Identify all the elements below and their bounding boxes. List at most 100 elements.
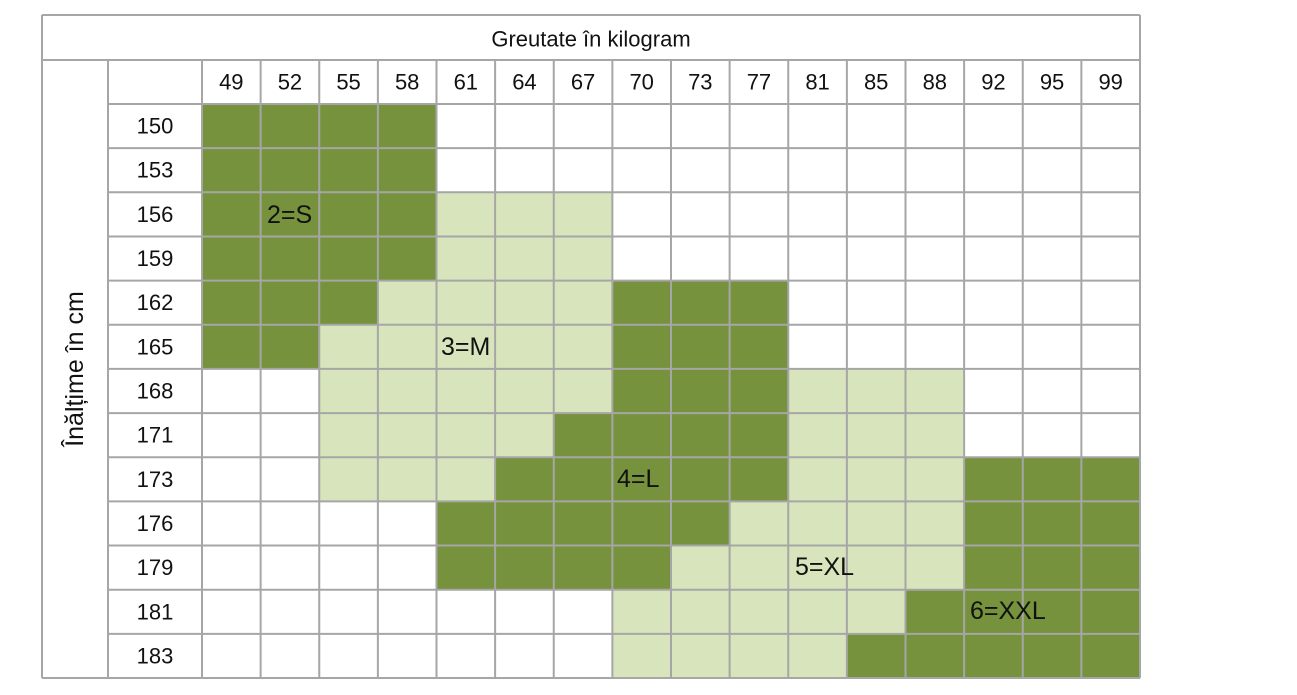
height-label: 181 (137, 599, 174, 624)
cell (671, 104, 730, 149)
cell (905, 589, 965, 634)
cell (612, 633, 671, 678)
cell (377, 236, 437, 281)
cell (612, 192, 671, 237)
weight-label: 55 (336, 70, 360, 95)
cell (846, 148, 906, 193)
cell (260, 104, 320, 149)
cell (377, 589, 437, 634)
weight-label: 64 (512, 70, 536, 95)
cell (202, 457, 261, 502)
cell (377, 104, 437, 149)
cell (846, 457, 906, 502)
cell (377, 413, 437, 458)
cell (788, 280, 847, 325)
cell (436, 104, 496, 149)
cell (1081, 324, 1140, 369)
cell (377, 633, 437, 678)
cell (1022, 545, 1082, 590)
weight-label: 77 (747, 70, 771, 95)
cell (1022, 633, 1082, 678)
cell (319, 501, 378, 546)
cell (319, 368, 378, 414)
cell (553, 413, 613, 458)
height-label: 183 (137, 643, 174, 668)
weight-label: 88 (923, 70, 947, 95)
cell (1022, 457, 1082, 502)
cell (612, 368, 671, 414)
cell (612, 545, 671, 590)
cell (846, 280, 906, 325)
cell (260, 368, 320, 414)
cell (846, 236, 906, 281)
cell (788, 413, 847, 458)
cell (964, 413, 1023, 458)
cell (377, 324, 437, 369)
cell (964, 104, 1023, 149)
cell (964, 280, 1023, 325)
cell (553, 280, 613, 325)
cell (612, 501, 671, 546)
cell (1081, 545, 1140, 590)
cell (319, 280, 378, 325)
cell (553, 148, 613, 193)
cell (1081, 104, 1140, 149)
weight-label: 99 (1098, 70, 1122, 95)
cell (671, 545, 730, 590)
cell (729, 413, 789, 458)
cell (612, 457, 671, 502)
cell (729, 148, 789, 193)
cell (202, 280, 261, 325)
cell (788, 457, 847, 502)
height-label: 162 (137, 290, 174, 315)
cell (377, 280, 437, 325)
cell (612, 413, 671, 458)
cell (964, 148, 1023, 193)
cell (964, 324, 1023, 369)
cell (1022, 368, 1082, 414)
size-label: 2=S (267, 201, 312, 229)
weight-label: 70 (629, 70, 653, 95)
cell (1081, 413, 1140, 458)
cell (1081, 236, 1140, 281)
cell (319, 192, 378, 237)
cell (729, 633, 789, 678)
cell (788, 633, 847, 678)
height-label: 176 (137, 511, 174, 536)
height-label: 179 (137, 555, 174, 580)
cell (729, 545, 789, 590)
cell (377, 457, 437, 502)
cell (846, 104, 906, 149)
cell (202, 324, 261, 369)
cell (964, 368, 1023, 414)
cell (788, 368, 847, 414)
size-label: 6=XXL (970, 597, 1046, 625)
cell (612, 148, 671, 193)
cell (202, 633, 261, 678)
cell (202, 236, 261, 281)
cell (729, 589, 789, 634)
cell (1081, 280, 1140, 325)
cell (495, 368, 554, 414)
cell (905, 104, 965, 149)
cell (905, 457, 965, 502)
cell (260, 589, 320, 634)
cell (846, 192, 906, 237)
cell (612, 236, 671, 281)
cell (671, 236, 730, 281)
cell (319, 589, 378, 634)
cell (1022, 148, 1082, 193)
height-label: 171 (137, 423, 174, 448)
grid (41, 14, 1141, 679)
cell (553, 545, 613, 590)
cell (846, 413, 906, 458)
height-label: 165 (137, 334, 174, 359)
cell (846, 501, 906, 546)
cell (1081, 501, 1140, 546)
cell (260, 324, 320, 369)
cell (319, 148, 378, 193)
cell (436, 148, 496, 193)
cell (553, 104, 613, 149)
cell (436, 280, 496, 325)
